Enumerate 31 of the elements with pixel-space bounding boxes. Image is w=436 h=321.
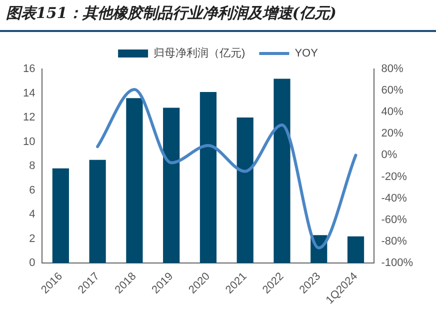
y2-tick-label: -20% [381, 170, 408, 183]
legend-label: YOY [294, 48, 319, 60]
bar [236, 117, 254, 263]
y-tick-label: 16 [22, 63, 36, 76]
y2-tick-label: 80% [381, 63, 404, 76]
y-tick-label: 14 [22, 87, 36, 100]
bar [347, 236, 364, 263]
y-tick-label: 8 [29, 160, 36, 172]
y2-tick-label: 40% [381, 106, 404, 118]
chart-title: 图表151：其他橡胶制品行业净利润及增速(亿元) [6, 4, 337, 23]
line-series [96, 88, 358, 250]
bar [89, 160, 106, 263]
y2-tick-label: 20% [381, 128, 404, 140]
y2-tick-label: 60% [381, 84, 404, 97]
y-tick-label: 10 [22, 136, 36, 148]
y2-tick-label: -60% [381, 214, 408, 226]
y2-tick-label: -80% [381, 235, 408, 248]
y-tick-label: 6 [29, 184, 36, 196]
y-tick-label: 2 [29, 232, 36, 245]
y2-tick-label: -100% [381, 257, 414, 270]
bar [163, 108, 180, 263]
y-tick-label: 4 [29, 208, 36, 221]
bar [200, 92, 217, 263]
y2-tick-label: 0% [381, 149, 398, 162]
y-tick-label: 12 [22, 112, 36, 124]
y-tick-label: 0 [29, 257, 36, 270]
bar [126, 98, 143, 263]
bar [274, 78, 290, 263]
bar [52, 168, 69, 263]
legend-label: 归母净利润（亿元) [154, 46, 246, 60]
y2-tick-label: -40% [381, 192, 408, 204]
